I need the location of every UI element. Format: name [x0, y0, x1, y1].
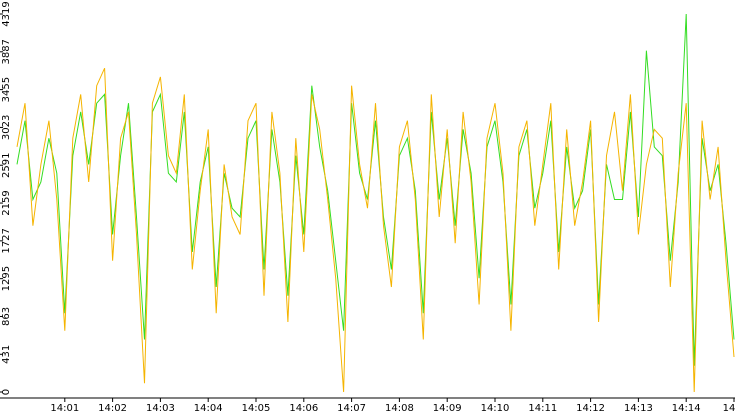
- y-tick-label: 431: [1, 345, 12, 364]
- x-tick-label: 14:02: [98, 403, 127, 414]
- y-tick-label: 1295: [1, 266, 12, 291]
- x-tick-label: 14: [723, 403, 735, 414]
- x-tick-label: 14:09: [433, 403, 462, 414]
- series-line: [16, 13, 735, 366]
- x-tick-label: 14:05: [242, 403, 271, 414]
- x-tick-label: 14:14: [672, 403, 701, 414]
- x-tick-label: 14:13: [624, 403, 653, 414]
- x-tick-label: 14:01: [50, 403, 79, 414]
- x-tick-label: 14:03: [146, 403, 175, 414]
- x-tick-label: 14:12: [576, 403, 605, 414]
- y-tick-label: 863: [1, 307, 12, 326]
- y-tick-label: 2159: [1, 190, 12, 215]
- y-tick-label: 4319: [1, 1, 12, 26]
- x-tick-label: 14:10: [481, 403, 510, 414]
- x-tick-label: 14:11: [528, 403, 557, 414]
- y-tick-label: 0: [1, 389, 12, 395]
- y-tick-label: 3455: [1, 77, 12, 102]
- x-tick-label: 14:08: [385, 403, 414, 414]
- x-tick-label: 14:06: [289, 403, 318, 414]
- y-tick-label: 2591: [1, 153, 12, 178]
- y-tick-label: 3023: [1, 115, 12, 140]
- x-tick-label: 14:07: [337, 403, 366, 414]
- y-tick-label: 3887: [1, 39, 12, 64]
- series-line: [16, 67, 735, 393]
- x-axis-band: [0, 398, 735, 415]
- x-tick-label: 14:04: [194, 403, 223, 414]
- y-tick-label: 1727: [1, 228, 12, 253]
